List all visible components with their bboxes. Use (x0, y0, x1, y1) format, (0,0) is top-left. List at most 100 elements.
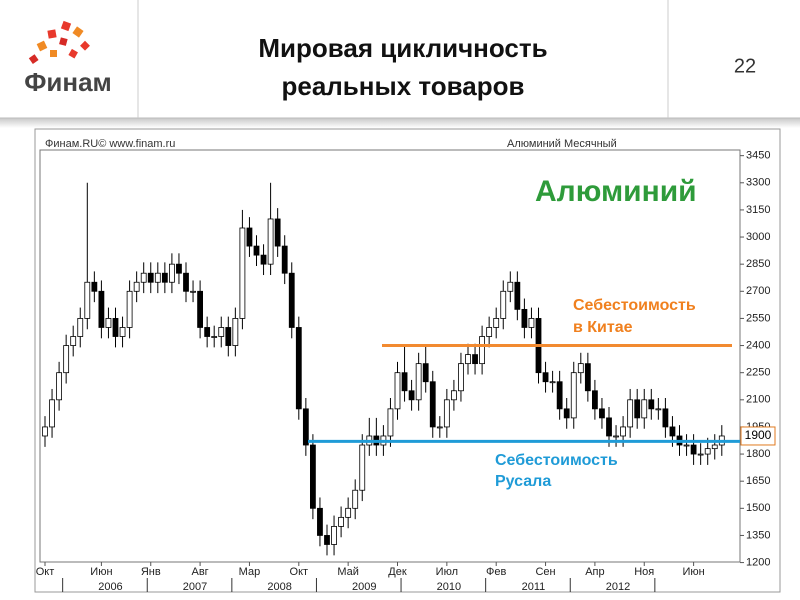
candle-body (542, 372, 549, 383)
candle-body (556, 381, 563, 410)
y-tick-label: 3150 (746, 204, 770, 216)
y-tick-label: 2250 (746, 367, 770, 379)
candle-body (465, 354, 471, 365)
candle-body (408, 390, 415, 401)
x-tick-label: Окт (290, 566, 309, 578)
slide-title: Мировая цикличность (258, 33, 547, 63)
candle-body (415, 363, 422, 401)
y-tick-label: 2700 (746, 285, 770, 297)
x-tick-label: Авг (191, 566, 208, 578)
candle-body (161, 272, 168, 283)
logo-text: Финам (24, 67, 112, 97)
candle-body (486, 327, 493, 337)
candle-body (549, 381, 556, 384)
y-tick-label: 3450 (746, 150, 770, 162)
candle-body (436, 426, 443, 429)
candle-body (84, 281, 91, 319)
candle-body (246, 227, 253, 247)
candle-body (154, 272, 161, 283)
candle-body (77, 318, 84, 337)
candle-body (183, 272, 189, 292)
candle-body (479, 336, 486, 365)
candle-body (70, 336, 77, 346)
candle-body (521, 308, 528, 328)
y-tick-label: 1650 (746, 475, 770, 487)
candle-body (500, 290, 507, 319)
x-tick-label: Ноя (634, 566, 654, 578)
candle-body (288, 272, 295, 328)
candle-body (295, 327, 302, 410)
chart-source: Финам.RU© www.finam.ru (45, 138, 175, 150)
candle-body (599, 408, 605, 419)
candle-body (126, 290, 133, 328)
year-label: 2009 (352, 581, 376, 593)
y-tick-label: 2550 (746, 312, 770, 324)
x-tick-label: Фев (486, 566, 506, 578)
candle-body (42, 426, 48, 437)
candle-body (204, 327, 211, 337)
y-tick-label: 2400 (746, 339, 770, 351)
candle-body (281, 245, 288, 274)
candle-body (309, 444, 316, 509)
candle-body (697, 453, 704, 456)
candle-body (669, 426, 676, 437)
candle-body (493, 318, 500, 328)
candle-body (331, 526, 337, 545)
candle-body (176, 263, 182, 274)
candle-body (274, 218, 281, 247)
year-label: 2008 (267, 581, 291, 593)
y-tick-label: 1500 (746, 502, 770, 514)
x-tick-label: Дек (388, 566, 407, 578)
candle-body (63, 345, 70, 374)
candle-body (338, 516, 345, 527)
candle-body (359, 444, 366, 491)
candle-body (704, 448, 711, 455)
candle-body (690, 444, 697, 455)
logo-mark (28, 20, 90, 64)
candle-body (324, 535, 330, 545)
candle-body (662, 408, 669, 428)
x-tick-label: Мар (239, 566, 261, 578)
candle-body (267, 218, 274, 265)
slide-title: реальных товаров (281, 71, 524, 101)
annotation: Русала (495, 473, 551, 490)
y-tick-label: 3000 (746, 231, 770, 243)
x-tick-label: Июл (436, 566, 458, 578)
candle-body (260, 254, 267, 265)
candle-body (56, 372, 62, 401)
candle-body (345, 507, 352, 518)
annotation: Алюминий (535, 175, 697, 208)
candle-body (218, 327, 225, 337)
candle-body (563, 408, 570, 419)
candle-body (197, 290, 204, 328)
candle-body (683, 444, 690, 447)
year-label: 2006 (98, 581, 122, 593)
x-tick-label: Сен (535, 566, 555, 578)
candle-body (570, 372, 577, 419)
chart-subtitle: Алюминий Месячный (507, 138, 617, 150)
header-shadow (0, 118, 800, 128)
candle-body (613, 435, 619, 438)
x-tick-label: Окт (36, 566, 55, 578)
candle-body (302, 408, 309, 446)
price-tag (740, 426, 776, 446)
price-tag-label: 1900 (745, 428, 772, 442)
candle-body (105, 318, 112, 328)
y-tick-label: 1350 (746, 529, 770, 541)
candle-body (422, 363, 429, 383)
candle-body (168, 263, 175, 283)
candle-body (190, 290, 196, 293)
y-tick-label: 1200 (746, 556, 770, 568)
candle-body (443, 399, 450, 428)
annotation: Себестоимость (495, 452, 618, 469)
year-label: 2011 (522, 581, 546, 593)
candle-body (507, 281, 514, 292)
y-tick-label: 2850 (746, 258, 770, 270)
candle-body (317, 507, 323, 536)
candle-body (584, 363, 591, 392)
chart: 3450 3300 3150 3000 2850 2700 2550 2400 2250 2100… (36, 150, 776, 593)
candle-body (239, 227, 246, 319)
page-number: 22 (734, 55, 756, 77)
candle-body (458, 363, 464, 392)
